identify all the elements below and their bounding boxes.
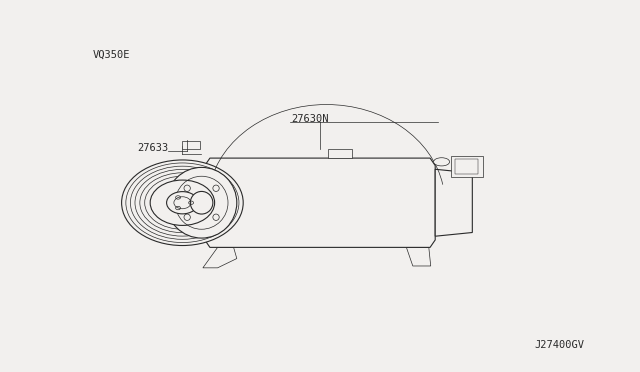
Text: VQ350E: VQ350E: [93, 49, 131, 60]
Ellipse shape: [190, 192, 213, 214]
FancyBboxPatch shape: [182, 141, 200, 149]
Text: J27400GV: J27400GV: [534, 340, 584, 350]
Text: 27630N: 27630N: [291, 114, 329, 124]
Ellipse shape: [434, 158, 449, 166]
Polygon shape: [203, 247, 237, 268]
Ellipse shape: [150, 180, 214, 225]
Text: 27633: 27633: [138, 142, 169, 153]
Ellipse shape: [122, 160, 243, 246]
Ellipse shape: [166, 167, 237, 238]
Polygon shape: [205, 158, 435, 247]
Polygon shape: [435, 169, 472, 236]
FancyBboxPatch shape: [328, 149, 352, 158]
FancyBboxPatch shape: [451, 156, 483, 177]
Polygon shape: [406, 247, 431, 266]
Ellipse shape: [166, 192, 198, 214]
